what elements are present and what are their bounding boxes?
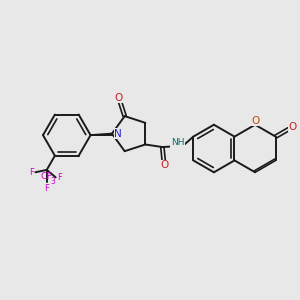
- Text: O: O: [288, 122, 296, 132]
- Text: NH: NH: [171, 138, 184, 147]
- Text: O: O: [251, 116, 259, 126]
- Text: F: F: [29, 168, 34, 177]
- Text: CF: CF: [40, 172, 52, 181]
- Text: O: O: [115, 93, 123, 103]
- Text: O: O: [160, 160, 168, 170]
- Text: F: F: [44, 184, 49, 193]
- Text: F: F: [57, 173, 62, 182]
- Text: N: N: [114, 129, 122, 139]
- Text: 3: 3: [50, 177, 56, 186]
